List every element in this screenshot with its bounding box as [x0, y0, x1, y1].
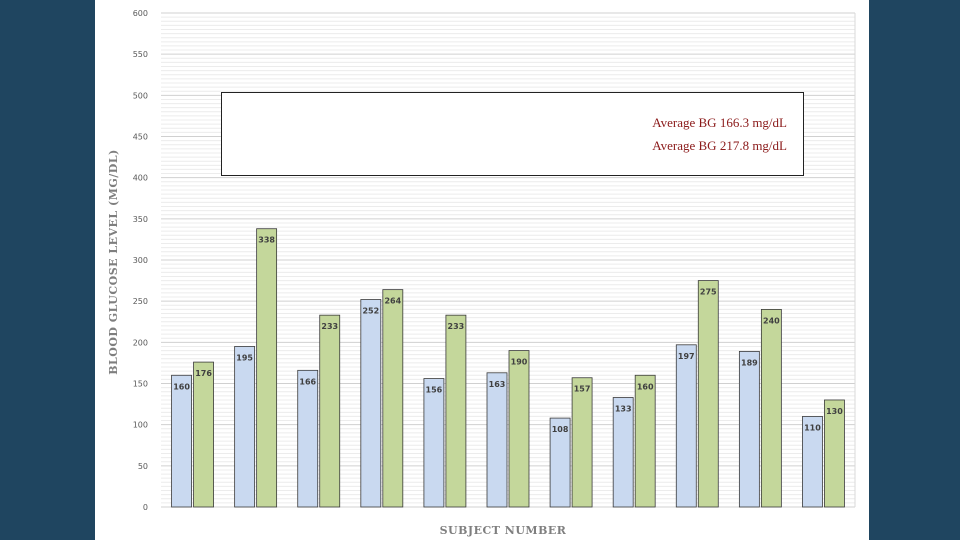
- data-label: 233: [448, 322, 465, 331]
- average-annotation-box: Average BG 166.3 mg/dL Average BG 217.8 …: [221, 92, 804, 176]
- data-label: 195: [236, 353, 253, 362]
- bar-series-1: [360, 299, 382, 508]
- bars: [171, 228, 845, 508]
- bar-series-1: [171, 374, 192, 508]
- data-labels: 160 195 166 252 156 163 108 133 197 189 110 176 338 2…: [173, 236, 843, 434]
- y-tick-label: 100: [133, 421, 148, 430]
- bar-series-2: [193, 361, 214, 508]
- data-label: 163: [489, 380, 506, 389]
- y-tick-label: 250: [133, 297, 148, 306]
- data-label: 133: [615, 404, 632, 413]
- data-label: 108: [552, 425, 569, 434]
- bar-series-1: [675, 344, 697, 508]
- bar-chart: 0 50 100 150 200 250 300 350 400 450 500 550 600 160…: [107, 9, 856, 537]
- y-tick-label: 600: [133, 9, 148, 18]
- bar-series-1: [549, 417, 571, 508]
- y-tick-label: 500: [133, 91, 148, 100]
- data-label: 157: [574, 385, 591, 394]
- data-label: 130: [826, 407, 843, 416]
- x-axis-title: SUBJECT NUMBER: [440, 524, 567, 537]
- y-tick-label: 400: [133, 174, 148, 183]
- bar-series-1: [612, 397, 634, 508]
- bar-series-1: [486, 372, 508, 508]
- bar-series-2: [445, 314, 467, 508]
- data-label: 233: [321, 322, 338, 331]
- data-label: 338: [258, 236, 275, 245]
- y-axis-title: BLOOD GLUCOSE LEVEL (MG/DL): [107, 149, 120, 375]
- slide: 0 50 100 150 200 250 300 350 400 450 500 550 600 160…: [95, 0, 869, 540]
- bar-series-2: [571, 377, 593, 508]
- bar-series-2: [760, 308, 782, 508]
- data-label: 156: [426, 386, 443, 395]
- bar-series-1: [297, 369, 319, 508]
- y-tick-labels: 0 50 100 150 200 250 300 350 400 450 500 550 600: [133, 9, 148, 512]
- bar-series-2: [824, 399, 845, 508]
- bar-series-1: [738, 350, 760, 508]
- y-tick-label: 350: [133, 215, 148, 224]
- y-tick-label: 550: [133, 50, 148, 59]
- average-bg-annotation-1: Average BG 166.3 mg/dL: [652, 115, 787, 130]
- data-label: 197: [678, 352, 695, 361]
- data-label: 264: [384, 297, 401, 306]
- data-label: 176: [195, 369, 212, 378]
- bar-series-2: [508, 350, 530, 508]
- bar-series-2: [256, 228, 278, 508]
- y-tick-label: 300: [133, 256, 148, 265]
- average-bg-annotation-2: Average BG 217.8 mg/dL: [652, 138, 787, 153]
- bar-series-2: [634, 374, 656, 508]
- bar-series-2: [697, 280, 719, 508]
- data-label: 252: [362, 307, 379, 316]
- bar-series-2: [382, 289, 404, 508]
- bar-series-2: [319, 314, 341, 508]
- data-label: 275: [700, 288, 717, 297]
- bar-series-1: [802, 416, 823, 508]
- y-tick-label: 50: [138, 462, 148, 471]
- y-tick-label: 0: [143, 503, 148, 512]
- data-label: 110: [804, 423, 821, 432]
- bar-series-1: [234, 346, 256, 508]
- y-tick-label: 150: [133, 380, 148, 389]
- data-label: 166: [299, 377, 316, 386]
- y-tick-label: 200: [133, 338, 148, 347]
- y-tick-label: 450: [133, 133, 148, 142]
- data-label: 189: [741, 358, 758, 367]
- data-label: 160: [637, 382, 654, 391]
- data-label: 240: [763, 316, 780, 325]
- data-label: 190: [511, 358, 528, 367]
- bar-series-1: [423, 378, 445, 508]
- data-label: 160: [173, 382, 190, 391]
